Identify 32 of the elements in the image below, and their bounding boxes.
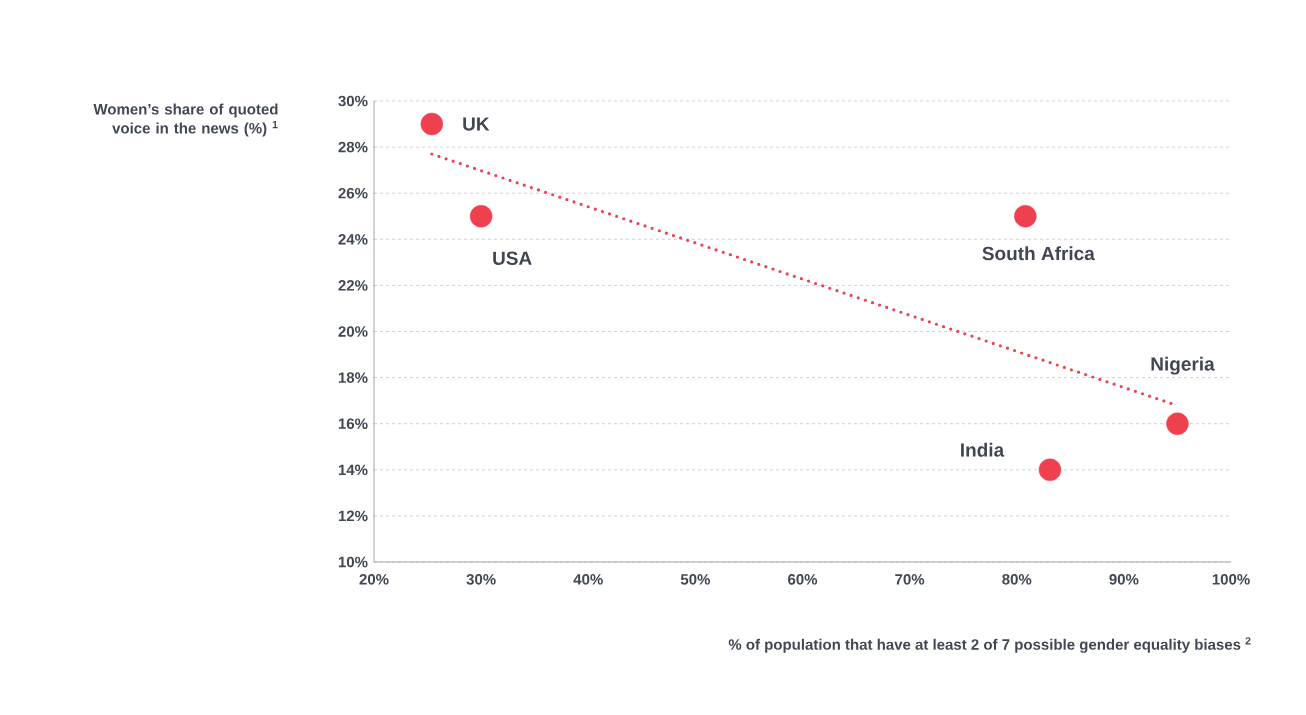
x-tick-label: 40% <box>573 574 603 585</box>
y-tick-label: 24% <box>338 234 368 245</box>
y-axis-title: Women’s share of quoted voice in the news (%) $^{1}$ <box>93 103 278 137</box>
x-tick-label: 100% <box>1212 574 1250 585</box>
x-tick-label: 60% <box>788 574 818 585</box>
y-tick-label: 22% <box>338 280 368 291</box>
annotation: Nigeria <box>1151 356 1215 375</box>
y-tick-label: 10% <box>338 556 368 568</box>
point <box>1166 412 1189 435</box>
y-tick-label: 16% <box>338 418 368 429</box>
point <box>469 205 493 228</box>
y-tick-label: 20% <box>338 326 368 337</box>
annotation: South Africa <box>982 246 1095 261</box>
x-tick-label: 50% <box>680 574 710 585</box>
annotation: India <box>961 442 1005 457</box>
x-axis-title: % of population that have at least 2 of 7 possible gender equality biases $^{2}$ <box>728 637 1251 653</box>
x-tick-label: 70% <box>895 574 925 585</box>
y-tick-label: 30% <box>338 95 368 107</box>
annotation: UK <box>463 117 490 131</box>
annotation: USA <box>493 251 532 265</box>
y-tick-label: 26% <box>338 187 368 199</box>
point <box>1014 205 1037 228</box>
x-tick-label: 20% <box>359 574 389 585</box>
x-tick-label: 30% <box>466 574 496 585</box>
point <box>1038 458 1062 481</box>
y-tick-label: 14% <box>338 464 368 476</box>
y-tick-label: 28% <box>338 141 368 153</box>
y-tick-label: 18% <box>338 372 368 383</box>
x-tick-label: 90% <box>1109 574 1139 585</box>
y-tick-label: 12% <box>338 510 368 522</box>
x-tick-label: 80% <box>1002 574 1032 585</box>
point <box>420 112 444 136</box>
